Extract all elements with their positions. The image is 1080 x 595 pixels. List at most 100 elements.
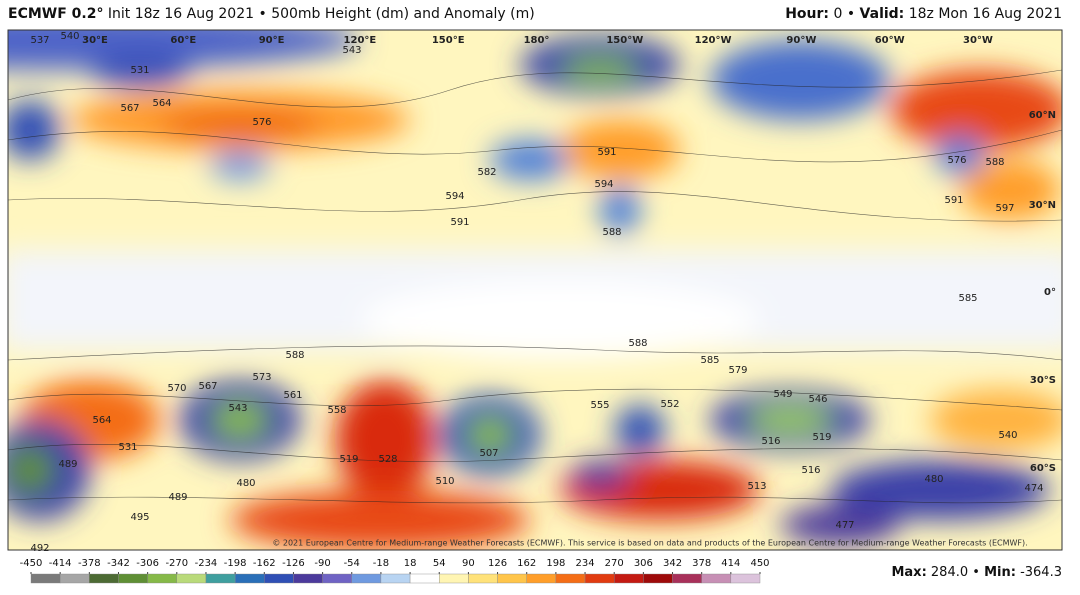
contour-label: 549 <box>773 389 792 400</box>
contour-label: 573 <box>252 372 271 383</box>
contour-label: 582 <box>477 167 496 178</box>
model: ECMWF 0.2° <box>8 6 104 22</box>
colorbar-tick-label: 54 <box>433 558 446 569</box>
longitude-label: 60°E <box>170 35 196 46</box>
contour-label: 552 <box>660 399 679 410</box>
colorbar-tick-label: 198 <box>546 558 565 569</box>
colorbar-swatch <box>293 573 323 584</box>
colorbar-swatch <box>234 573 265 584</box>
map-field <box>8 30 1062 550</box>
contour-label: 588 <box>285 350 304 361</box>
contour-label: 585 <box>700 355 719 366</box>
description: Init 18z 16 Aug 2021 • 500mb Height (dm)… <box>107 6 535 22</box>
colorbar-swatch <box>555 573 586 584</box>
colorbar-tick-label: 414 <box>721 558 740 569</box>
longitude-label: 150°E <box>432 35 465 46</box>
colorbar-swatch <box>59 573 90 584</box>
hour-label: Hour: <box>785 6 830 22</box>
min: -364.3 <box>1020 565 1062 580</box>
longitude-label: 30°W <box>963 35 993 46</box>
colorbar-swatch <box>730 573 761 584</box>
colorbar-swatch <box>614 573 644 584</box>
contour-label: 531 <box>118 442 137 453</box>
contour-label: 588 <box>628 338 647 349</box>
max-label: Max: <box>891 565 927 580</box>
colorbar-swatch <box>89 573 119 584</box>
colorbar-swatch <box>701 573 732 584</box>
colorbar-tick-label: -18 <box>373 558 389 569</box>
contour-label: 591 <box>597 147 616 158</box>
colorbar-tick-label: -306 <box>136 558 159 569</box>
colorbar-swatch <box>409 573 440 584</box>
latitude-label: 60°N <box>1029 110 1056 121</box>
contour-label: 564 <box>152 98 171 109</box>
contour-label: 579 <box>728 365 747 376</box>
contour-label: 516 <box>761 436 780 447</box>
colorbar-swatch <box>118 573 148 584</box>
colorbar-swatch <box>322 573 352 584</box>
colorbar-tick-label: 378 <box>692 558 711 569</box>
colorbar-tick-label: 342 <box>663 558 682 569</box>
latitude-label: 60°S <box>1030 463 1056 474</box>
colorbar-tick-label: -90 <box>314 558 330 569</box>
credit: © 2021 European Centre for Medium-range … <box>272 539 1027 548</box>
colorbar-tick-label: -54 <box>344 558 360 569</box>
contour-label: 540 <box>60 31 79 42</box>
colorbar-swatch <box>584 573 615 584</box>
longitude-label: 30°E <box>82 35 108 46</box>
colorbar-tick-label: 306 <box>634 558 653 569</box>
longitude-label: 120°E <box>344 35 377 46</box>
longitude-label: 60°W <box>875 35 905 46</box>
contour-label: 576 <box>252 117 271 128</box>
colorbar-tick-label: -342 <box>107 558 130 569</box>
contour-label: 588 <box>602 227 621 238</box>
contour-label: 555 <box>590 400 609 411</box>
min-label: Min: <box>984 565 1016 580</box>
header-right: Hour: 0 • Valid: 18z Mon 16 Aug 2021 <box>785 6 1062 22</box>
colorbar-swatch <box>672 573 702 584</box>
colorbar-tick-label: -198 <box>224 558 247 569</box>
contour-label: 585 <box>958 293 977 304</box>
contour-label: 558 <box>327 405 346 416</box>
longitude-label: 90°E <box>259 35 285 46</box>
contour-label: 519 <box>339 454 358 465</box>
header-left: ECMWF 0.2° Init 18z 16 Aug 2021 • 500mb … <box>8 6 535 22</box>
colorbar-tick-label: -378 <box>78 558 101 569</box>
colorbar-swatch <box>147 573 177 584</box>
hour: 0 • <box>833 6 856 22</box>
valid: 18z Mon 16 Aug 2021 <box>908 6 1062 22</box>
contour-label: 546 <box>808 394 827 405</box>
map-frame <box>7 29 1063 551</box>
contour-label: 591 <box>450 217 469 228</box>
latitude-label: 0° <box>1044 287 1056 298</box>
contour-label: 543 <box>342 45 361 56</box>
contour-label: 594 <box>445 191 464 202</box>
contour-label: 477 <box>835 520 854 531</box>
contour-label: 570 <box>167 383 186 394</box>
colorbar-swatch <box>205 573 236 584</box>
contour-label: 543 <box>228 403 247 414</box>
colorbar-tick-label: -450 <box>20 558 43 569</box>
colorbar-tick-label: -162 <box>253 558 276 569</box>
contour-label: 528 <box>378 454 397 465</box>
valid-label: Valid: <box>859 6 905 22</box>
contours <box>8 69 1062 504</box>
colorbar-tick-label: -126 <box>282 558 305 569</box>
contour-label: 513 <box>747 481 766 492</box>
footer: Max: 284.0 • Min: -364.3 <box>891 565 1062 580</box>
colorbar-swatch <box>643 573 673 584</box>
contour-label: 597 <box>995 203 1014 214</box>
contour-label: 591 <box>944 195 963 206</box>
latitude-label: 30°N <box>1029 200 1056 211</box>
latitude-label: 30°S <box>1030 375 1056 386</box>
contour-label: 567 <box>120 103 139 114</box>
longitude-label: 180° <box>524 35 550 46</box>
contour-label: 489 <box>168 492 187 503</box>
colorbar-swatch <box>439 573 469 584</box>
colorbar-swatch <box>351 573 382 584</box>
contour-label: 519 <box>812 432 831 443</box>
contour-label: 480 <box>236 478 255 489</box>
contour-label: 594 <box>594 179 613 190</box>
colorbar-tick-label: -270 <box>165 558 188 569</box>
longitude-label: 90°W <box>786 35 816 46</box>
